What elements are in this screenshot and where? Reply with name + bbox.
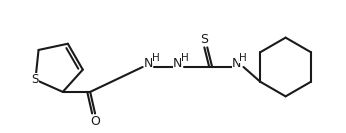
Text: H: H: [239, 53, 246, 63]
Text: S: S: [32, 73, 39, 86]
Text: S: S: [200, 33, 208, 46]
Text: N: N: [144, 57, 153, 70]
Text: H: H: [181, 53, 189, 63]
Text: H: H: [152, 53, 159, 63]
Text: N: N: [173, 57, 183, 70]
Text: O: O: [90, 115, 100, 128]
Text: N: N: [232, 57, 241, 70]
